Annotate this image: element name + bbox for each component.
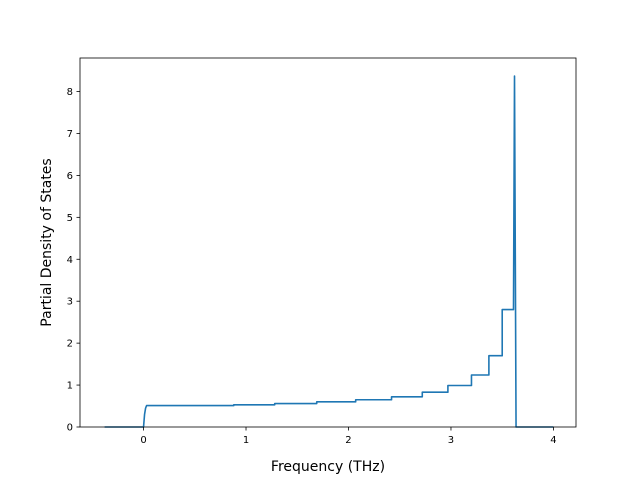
y-axis-label: Partial Density of States — [39, 158, 55, 326]
y-tick-label: 7 — [67, 129, 73, 140]
y-tick-label: 4 — [67, 255, 73, 266]
y-tick-label: 1 — [67, 381, 73, 392]
x-tick-label: 2 — [345, 435, 351, 446]
y-tick-label: 0 — [67, 423, 73, 434]
y-tick-label: 5 — [67, 213, 73, 224]
y-tick-label: 6 — [67, 171, 73, 182]
x-axis-label: Frequency (THz) — [271, 459, 385, 475]
x-tick-label: 0 — [140, 435, 146, 446]
plot-frame — [79, 57, 577, 428]
y-tick-label: 8 — [67, 87, 73, 98]
pdos-series-line — [104, 75, 554, 428]
y-tick-label: 3 — [67, 297, 73, 308]
x-tick-label: 1 — [243, 435, 249, 446]
plot-area: 0 1 2 3 4 0 1 2 3 4 5 6 7 8 — [67, 57, 577, 446]
x-tick-label: 3 — [448, 435, 454, 446]
y-tick-label: 2 — [67, 339, 73, 350]
x-tick-label: 4 — [550, 435, 556, 446]
